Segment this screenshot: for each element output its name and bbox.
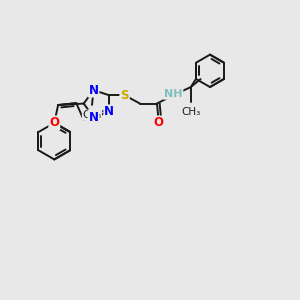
Text: NH: NH — [164, 89, 182, 99]
Text: O: O — [154, 116, 164, 130]
Text: N: N — [88, 110, 98, 124]
Text: CH₃: CH₃ — [82, 110, 102, 120]
Text: S: S — [120, 89, 129, 102]
Text: N: N — [104, 105, 114, 119]
Text: O: O — [49, 116, 59, 129]
Text: N: N — [88, 84, 98, 97]
Text: CH₃: CH₃ — [181, 107, 200, 117]
